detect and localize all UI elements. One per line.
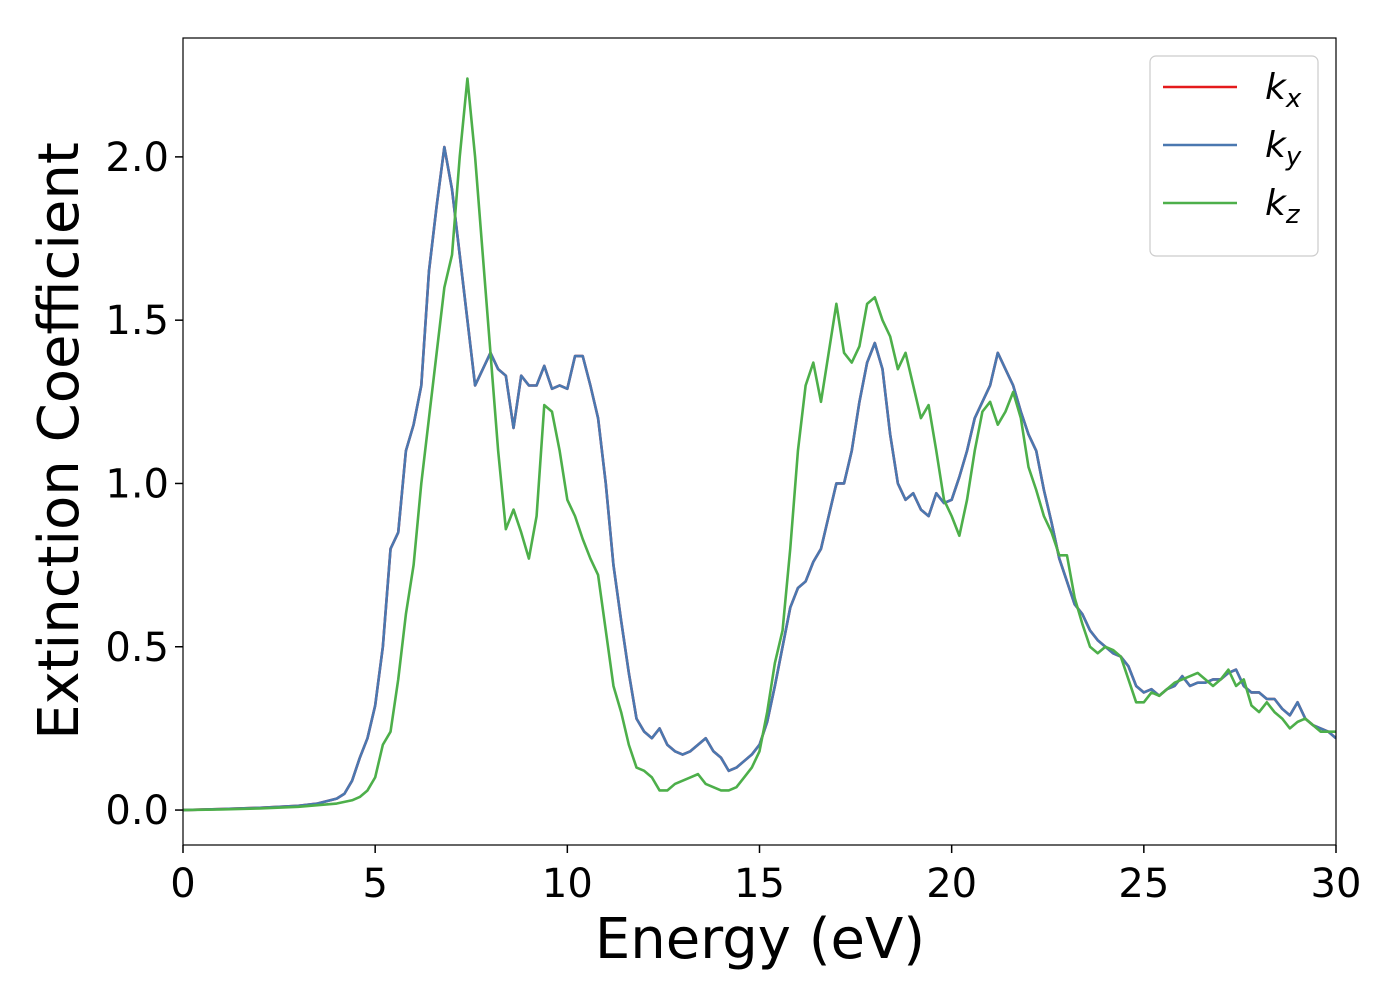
plot-frame — [182, 37, 1337, 846]
x-axis-label: Energy (eV) — [595, 907, 925, 972]
x-tick-label: 0 — [170, 861, 195, 907]
x-tick-label: 5 — [362, 861, 387, 907]
y-tick-label: 1.5 — [105, 298, 169, 344]
x-tick-label: 15 — [734, 861, 785, 907]
y-tick-label: 0.0 — [105, 788, 169, 834]
legend-box — [1149, 55, 1319, 257]
line-series — [183, 77, 1336, 812]
x-tick-label: 20 — [926, 861, 977, 907]
legend-label: kx — [1265, 67, 1302, 114]
legend-label: kz — [1265, 183, 1301, 230]
y-tick-label: 1.0 — [105, 461, 169, 507]
x-tick-label: 25 — [1118, 861, 1169, 907]
y-tick-label: 0.5 — [105, 625, 169, 671]
x-tick-label: 10 — [542, 861, 593, 907]
y-tick-label: 2.0 — [105, 135, 169, 181]
x-tick-label: 30 — [1311, 861, 1362, 907]
y-axis-label: Extinction Coefficient — [27, 142, 92, 740]
legend-label: ky — [1265, 125, 1302, 172]
